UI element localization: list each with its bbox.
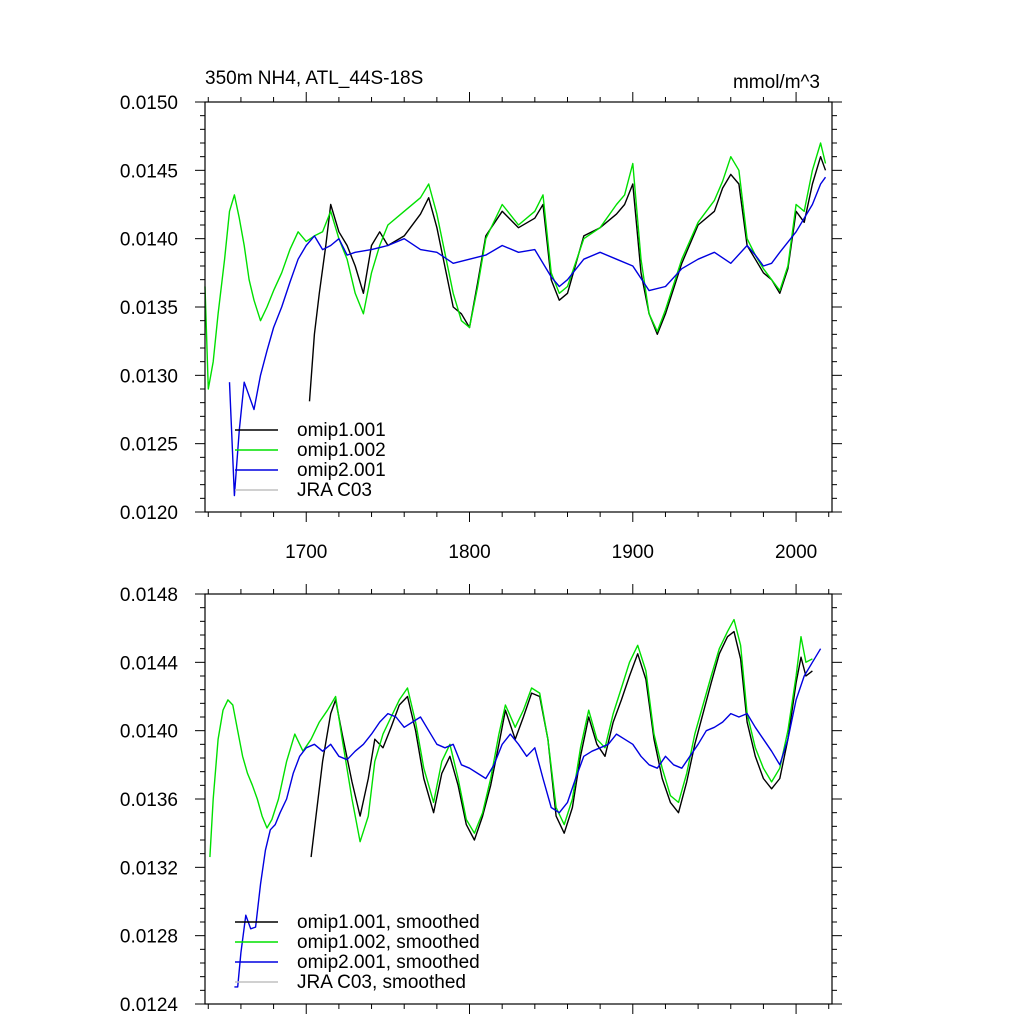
- top-ytick-label: 0.0140: [120, 230, 178, 251]
- bottom-ytick-label: 0.0148: [120, 585, 178, 606]
- top-xtick-label: 1900: [612, 542, 654, 563]
- bottom-ytick-label: 0.0136: [120, 790, 178, 811]
- bottom-ytick-label: 0.0128: [120, 927, 178, 948]
- bottom-panel: 0.0124 0.0128 0.0132 0.0136 0.0140 0.0144 0.01…: [120, 584, 842, 1016]
- top-xtick-label: 1700: [285, 542, 327, 563]
- top-legend-label: omip1.002: [297, 440, 386, 461]
- top-chart-title: 350m NH4, ATL_44S-18S: [205, 68, 423, 89]
- bottom-series-1-line: [209, 618, 813, 858]
- bottom-series-2-line: [234, 648, 822, 988]
- top-units-label: mmol/m^3: [733, 72, 820, 93]
- top-ytick-label: 0.0150: [120, 93, 178, 114]
- bottom-legend-label: JRA C03, smoothed: [297, 972, 466, 993]
- top-ytick-label: 0.0145: [120, 161, 178, 182]
- top-xtick-label: 1800: [448, 542, 490, 563]
- bottom-ytick-label: 0.0140: [120, 722, 178, 743]
- bottom-ytick-label: 0.0144: [120, 653, 179, 674]
- top-legend-label: omip2.001: [297, 460, 386, 481]
- top-legend-label: JRA C03: [297, 480, 372, 501]
- bottom-legend-label: omip2.001, smoothed: [297, 952, 480, 973]
- top-ytick-label: 0.0120: [120, 503, 178, 524]
- top-ytick-label: 0.0125: [120, 435, 178, 456]
- bottom-series-0-line: [310, 630, 813, 858]
- top-ytick-label: 0.0130: [120, 366, 178, 387]
- top-panel: 1700 1800 1900 2000 0.0120 0.0125 0.0130 0.0135…: [120, 68, 842, 563]
- top-series-1-line: [204, 142, 827, 390]
- top-series-2-line: [228, 176, 827, 497]
- bottom-ytick-label: 0.0132: [120, 858, 178, 879]
- bottom-legend-label: omip1.001, smoothed: [297, 912, 480, 933]
- bottom-legend-label: omip1.002, smoothed: [297, 932, 480, 953]
- top-ytick-label: 0.0135: [120, 298, 178, 319]
- top-legend-label: omip1.001: [297, 420, 386, 441]
- bottom-ytick-label: 0.0124: [120, 995, 179, 1016]
- top-xtick-label: 2000: [775, 542, 817, 563]
- top-series-0-line: [308, 156, 827, 402]
